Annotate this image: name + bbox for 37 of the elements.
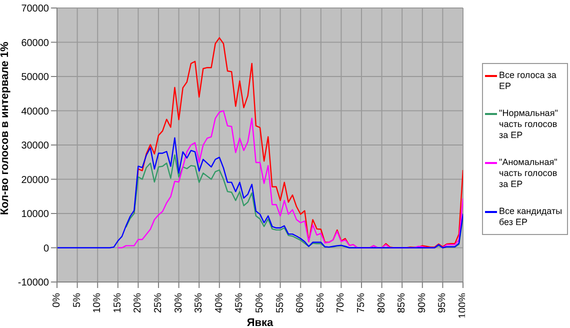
x-tick-label: 25% — [153, 292, 164, 314]
x-tick-label: 30% — [173, 292, 184, 314]
y-tick-label: 20000 — [21, 174, 50, 186]
legend-label: Все голоса за ЕР — [499, 70, 558, 92]
x-tick-label: 20% — [132, 292, 144, 314]
x-tick-label: 5% — [72, 292, 83, 308]
x-tick-label: 70% — [336, 292, 347, 314]
legend-label: Все кандидаты без ЕР — [499, 206, 564, 228]
x-axis-title: Явка — [246, 317, 274, 328]
x-tick-label: 95% — [437, 292, 448, 314]
y-tick-label: 40000 — [21, 106, 50, 118]
line-series — [57, 137, 463, 248]
y-tick-label: -10000 — [18, 278, 50, 289]
x-tick-label: 55% — [274, 292, 286, 314]
x-tick-label: 10% — [92, 292, 104, 314]
y-tick-label: 30000 — [21, 140, 50, 152]
x-tick-label: 0% — [52, 292, 62, 308]
legend-label: "Аномальная" часть голосов за ЕР — [499, 157, 558, 190]
x-tick-label: 35% — [194, 292, 205, 314]
x-tick-label: 50% — [254, 292, 266, 314]
x-tick-label: 85% — [396, 292, 408, 314]
y-tick-label: 50000 — [21, 72, 50, 84]
x-tick-label: 15% — [112, 292, 124, 314]
x-tick-label: 45% — [234, 292, 246, 314]
y-tick-label: 0 — [43, 243, 50, 254]
x-tick-label: 60% — [295, 292, 306, 314]
x-tick-label: 40% — [214, 292, 225, 314]
y-tick-label: 10000 — [21, 209, 50, 220]
line-series — [117, 110, 463, 248]
x-tick-label: 75% — [356, 292, 367, 314]
y-tick-label: 60000 — [21, 38, 50, 49]
x-tick-label: 80% — [376, 292, 388, 314]
legend-label: "Нормальная" часть голосов за ЕР — [499, 108, 559, 141]
x-tick-label: 90% — [416, 292, 428, 314]
y-tick-label: 70000 — [21, 4, 50, 15]
y-axis-title: Кол-во голосов в интервале 1% — [0, 42, 11, 215]
x-tick-label: 65% — [315, 292, 326, 314]
